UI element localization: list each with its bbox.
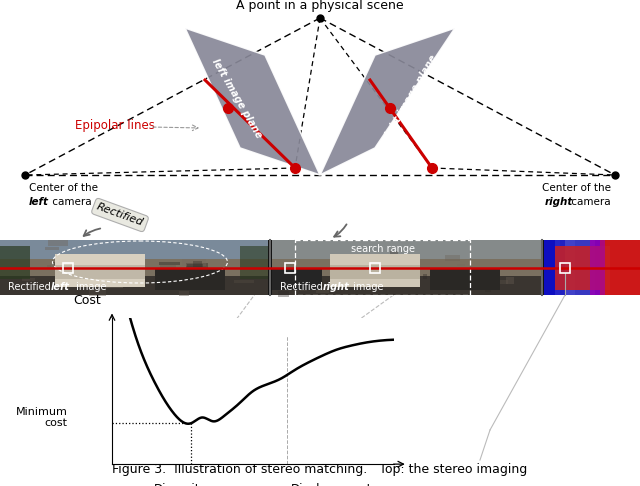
Text: right image plane: right image plane xyxy=(381,53,439,143)
Bar xyxy=(485,288,491,292)
Text: search range: search range xyxy=(351,244,415,254)
Bar xyxy=(605,240,640,295)
Bar xyxy=(493,280,508,284)
Bar xyxy=(272,259,542,276)
Bar xyxy=(311,277,322,281)
Bar xyxy=(435,259,439,262)
Bar xyxy=(234,280,255,283)
Bar xyxy=(161,265,176,272)
Text: camera: camera xyxy=(49,197,92,207)
Bar xyxy=(0,259,268,276)
Text: Rectified: Rectified xyxy=(95,202,145,228)
Bar xyxy=(89,289,106,296)
Bar xyxy=(506,277,514,284)
Bar xyxy=(600,240,640,295)
Bar xyxy=(186,263,207,269)
Text: Epipolar lines: Epipolar lines xyxy=(75,119,155,132)
Bar xyxy=(544,240,640,295)
Bar xyxy=(133,270,143,272)
Text: image: image xyxy=(73,282,106,292)
Bar xyxy=(285,263,295,273)
Bar xyxy=(240,245,268,278)
Text: right: right xyxy=(323,282,349,292)
Text: Disparity: Disparity xyxy=(154,483,208,486)
Bar xyxy=(105,284,124,288)
Text: Rectified epipolar line: Rectified epipolar line xyxy=(638,263,640,273)
Text: Center of the: Center of the xyxy=(542,183,611,193)
Bar xyxy=(68,256,85,261)
Bar xyxy=(45,247,59,250)
Bar xyxy=(457,264,465,266)
Bar xyxy=(330,254,420,287)
Bar xyxy=(590,240,610,295)
Text: Center of the: Center of the xyxy=(29,183,98,193)
Bar xyxy=(390,251,398,256)
Bar xyxy=(272,240,542,295)
Bar xyxy=(272,240,542,262)
Bar xyxy=(48,241,68,246)
Text: left: left xyxy=(29,197,49,207)
Bar xyxy=(316,289,329,293)
Polygon shape xyxy=(185,28,320,175)
Bar xyxy=(397,266,417,271)
Bar xyxy=(278,291,289,297)
Bar xyxy=(55,265,145,278)
Bar xyxy=(555,245,610,290)
Bar xyxy=(182,259,206,266)
Bar xyxy=(544,240,560,295)
Text: Cost: Cost xyxy=(73,294,100,307)
Text: Rectified: Rectified xyxy=(8,282,54,292)
Bar xyxy=(565,240,595,295)
Bar xyxy=(47,265,51,268)
Bar xyxy=(399,258,405,260)
Bar xyxy=(272,267,322,290)
Bar xyxy=(193,260,202,267)
Text: Figure 3.  Illustration of stereo matching.   Top: the stereo imaging: Figure 3. Illustration of stereo matchin… xyxy=(113,463,527,476)
Bar xyxy=(0,240,640,295)
Bar xyxy=(0,240,268,262)
Bar xyxy=(179,291,189,295)
Bar xyxy=(54,269,59,277)
Text: A point in a physical scene: A point in a physical scene xyxy=(236,0,404,12)
Bar xyxy=(555,240,575,295)
Text: Displacement: Displacement xyxy=(291,483,372,486)
Bar xyxy=(341,258,353,262)
Bar xyxy=(0,273,268,295)
Bar xyxy=(300,289,307,291)
Text: left image plane: left image plane xyxy=(210,56,264,139)
Bar xyxy=(422,275,427,278)
Text: Minimum
cost: Minimum cost xyxy=(15,407,68,428)
Polygon shape xyxy=(320,28,455,175)
Text: image: image xyxy=(350,282,383,292)
Bar xyxy=(445,255,460,260)
Bar xyxy=(159,261,180,264)
Bar xyxy=(430,267,500,290)
Text: left: left xyxy=(51,282,70,292)
Bar xyxy=(590,240,605,295)
Text: right: right xyxy=(545,197,573,207)
Bar xyxy=(370,263,380,273)
Bar xyxy=(55,254,145,287)
Bar xyxy=(155,267,225,290)
Text: camera: camera xyxy=(568,197,611,207)
Bar xyxy=(0,245,30,278)
Bar xyxy=(295,240,470,295)
Bar xyxy=(330,265,420,278)
Bar xyxy=(51,261,73,265)
Bar xyxy=(560,263,570,273)
Text: Rectified: Rectified xyxy=(280,282,326,292)
Bar xyxy=(22,278,35,281)
Bar xyxy=(63,263,73,273)
Bar xyxy=(188,264,203,267)
